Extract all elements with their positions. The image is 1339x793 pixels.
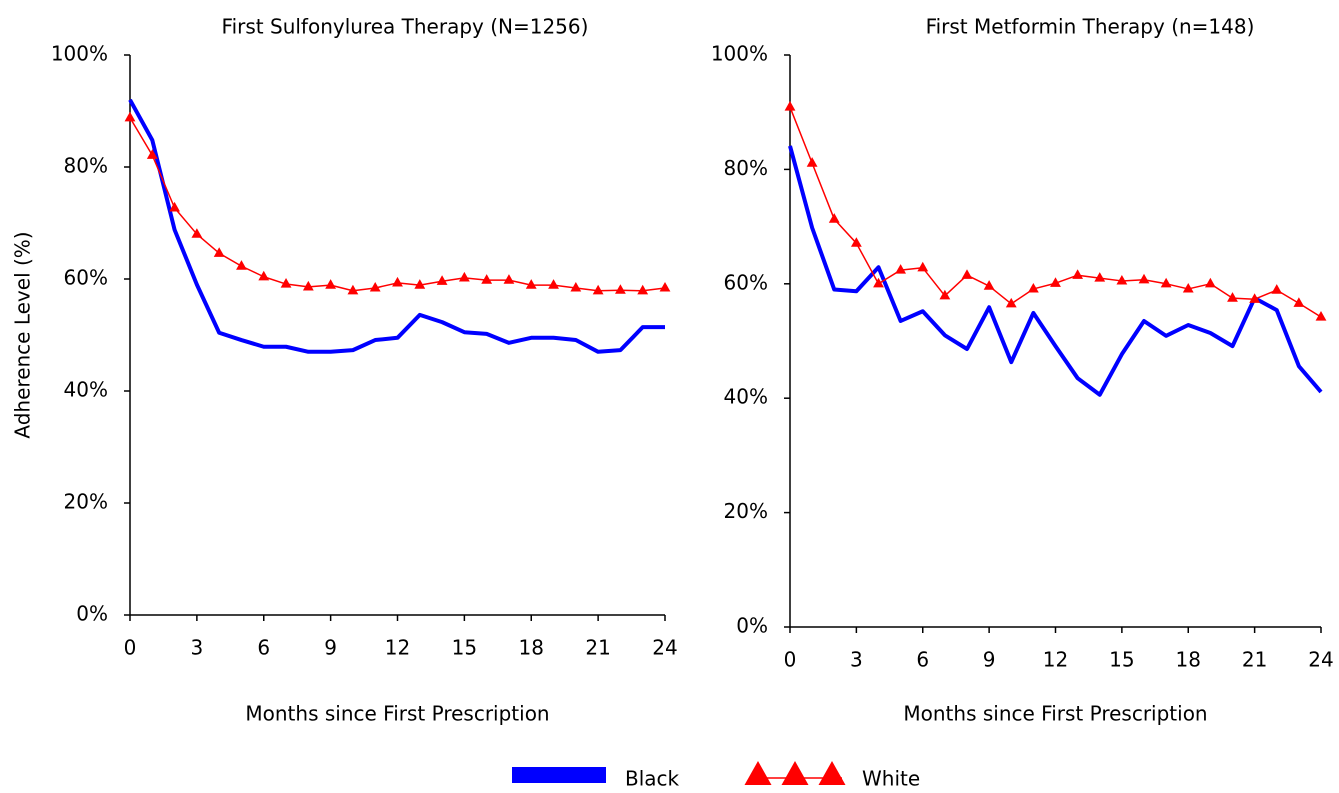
point-marker bbox=[1072, 269, 1084, 279]
point-marker bbox=[1138, 273, 1150, 284]
y-tick-label: 100% bbox=[711, 42, 768, 66]
point-marker bbox=[302, 280, 314, 291]
y-tick-label: 0% bbox=[76, 602, 108, 626]
point-marker bbox=[1182, 282, 1194, 293]
point-marker bbox=[637, 284, 649, 295]
legend-marker bbox=[744, 761, 772, 785]
x-tick-label: 21 bbox=[1242, 648, 1267, 672]
x-tick-label: 18 bbox=[519, 636, 544, 660]
x-tick-label: 24 bbox=[652, 636, 677, 660]
x-axis-label: Months since First Prescription bbox=[245, 702, 549, 726]
point-marker bbox=[1204, 277, 1216, 288]
series-line bbox=[129, 117, 666, 292]
point-marker bbox=[325, 279, 337, 289]
y-tick-label: 20% bbox=[724, 499, 768, 523]
point-marker bbox=[917, 261, 929, 272]
point-marker bbox=[1050, 277, 1061, 287]
legend-label: White bbox=[862, 767, 920, 791]
point-marker bbox=[592, 284, 604, 295]
point-marker bbox=[503, 274, 515, 284]
point-marker bbox=[213, 247, 225, 257]
x-tick-label: 21 bbox=[585, 636, 610, 660]
point-marker bbox=[1094, 272, 1106, 282]
y-tick-label: 20% bbox=[64, 490, 108, 514]
x-tick-label: 9 bbox=[983, 648, 996, 672]
point-marker bbox=[1027, 282, 1039, 293]
point-marker bbox=[961, 269, 973, 279]
x-tick-label: 3 bbox=[850, 648, 863, 672]
x-tick-label: 9 bbox=[324, 636, 337, 660]
point-marker bbox=[236, 260, 247, 270]
point-marker bbox=[458, 271, 470, 282]
point-marker bbox=[659, 281, 671, 292]
point-marker bbox=[280, 278, 292, 288]
y-tick-label: 40% bbox=[64, 378, 108, 402]
chart-title: First Sulfonylurea Therapy (N=1256) bbox=[222, 15, 589, 39]
point-marker bbox=[1005, 297, 1017, 308]
legend-swatch bbox=[744, 761, 846, 785]
point-marker bbox=[1116, 274, 1128, 285]
y-tick-label: 80% bbox=[724, 156, 768, 180]
point-marker bbox=[983, 280, 995, 290]
x-tick-label: 0 bbox=[124, 636, 137, 660]
series-line bbox=[788, 145, 1323, 397]
point-marker bbox=[347, 284, 359, 295]
point-marker bbox=[1249, 293, 1261, 303]
y-tick-label: 60% bbox=[64, 266, 108, 290]
point-marker bbox=[548, 279, 559, 289]
x-tick-label: 0 bbox=[784, 648, 797, 672]
point-marker bbox=[1315, 310, 1327, 321]
point-marker bbox=[806, 157, 818, 167]
point-marker bbox=[828, 213, 840, 223]
y-axis-label: Adherence Level (%) bbox=[11, 231, 35, 438]
point-marker bbox=[146, 149, 158, 159]
point-marker bbox=[939, 289, 951, 300]
x-tick-label: 15 bbox=[452, 636, 477, 660]
x-tick-label: 3 bbox=[191, 636, 204, 660]
y-tick-label: 40% bbox=[724, 385, 768, 409]
point-marker bbox=[850, 237, 862, 247]
x-tick-label: 15 bbox=[1109, 648, 1134, 672]
point-marker bbox=[392, 276, 403, 287]
point-marker bbox=[481, 274, 493, 284]
point-marker bbox=[525, 279, 537, 289]
point-marker bbox=[895, 264, 907, 274]
point-marker bbox=[124, 111, 136, 122]
x-tick-label: 24 bbox=[1308, 648, 1333, 672]
y-tick-label: 0% bbox=[736, 614, 768, 638]
point-marker bbox=[169, 201, 180, 212]
y-tick-label: 100% bbox=[51, 42, 108, 66]
legend-swatch bbox=[512, 767, 606, 783]
point-marker bbox=[191, 228, 203, 238]
point-marker bbox=[615, 284, 626, 294]
legend-marker bbox=[781, 761, 809, 785]
point-marker bbox=[414, 279, 426, 289]
x-tick-label: 6 bbox=[916, 648, 929, 672]
y-tick-label: 60% bbox=[724, 270, 768, 294]
point-marker bbox=[258, 270, 270, 281]
chart-title: First Metformin Therapy (n=148) bbox=[926, 15, 1255, 39]
legend: Black White bbox=[512, 761, 920, 791]
point-marker bbox=[1160, 277, 1172, 288]
point-marker bbox=[570, 281, 582, 292]
point-marker bbox=[436, 275, 448, 285]
x-tick-label: 18 bbox=[1176, 648, 1201, 672]
y-tick-label: 80% bbox=[64, 154, 108, 178]
point-marker bbox=[1227, 292, 1238, 302]
point-marker bbox=[784, 101, 796, 111]
x-tick-label: 12 bbox=[1043, 648, 1068, 672]
x-axis-label: Months since First Prescription bbox=[903, 702, 1207, 726]
x-tick-label: 6 bbox=[257, 636, 270, 660]
point-marker bbox=[1271, 284, 1283, 294]
legend-marker bbox=[818, 761, 846, 785]
series-line bbox=[128, 98, 665, 354]
point-marker bbox=[1293, 297, 1305, 307]
x-tick-label: 12 bbox=[385, 636, 410, 660]
point-marker bbox=[873, 277, 884, 288]
legend-label: Black bbox=[625, 767, 680, 791]
point-marker bbox=[369, 281, 381, 292]
